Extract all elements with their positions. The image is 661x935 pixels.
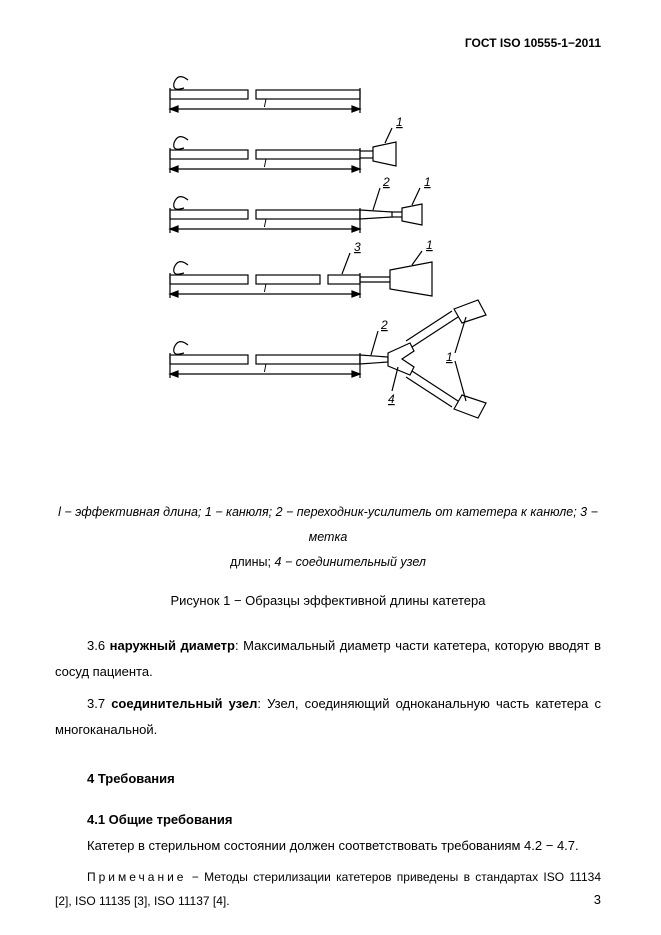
svg-text:l: l: [264, 98, 267, 110]
definition-3-7: 3.7 соединительный узел: Узел, соединяющ…: [55, 691, 601, 743]
section-4-title: 4 Требования: [55, 771, 601, 786]
svg-text:4: 4: [388, 392, 395, 406]
svg-text:l: l: [264, 283, 267, 295]
page-number: 3: [594, 892, 601, 907]
figure-caption: Рисунок 1 − Образцы эффективной длины ка…: [55, 593, 601, 608]
svg-text:l: l: [264, 158, 267, 170]
document-header: ГОСТ ISO 10555-1−2011: [465, 36, 601, 50]
section-4-1-title: 4.1 Общие требования: [55, 812, 601, 827]
svg-text:2: 2: [382, 175, 390, 189]
note: Примечание − Методы стерилизации катетер…: [55, 865, 601, 913]
section-4-1-body: Катетер в стерильном состоянии должен со…: [55, 833, 601, 859]
svg-text:1: 1: [396, 115, 403, 129]
svg-text:1: 1: [426, 238, 433, 252]
figure-legend: l − эффективная длина; 1 − канюля; 2 − п…: [55, 500, 601, 575]
svg-text:1: 1: [446, 350, 453, 364]
svg-text:l: l: [264, 363, 267, 375]
content-area: l − эффективная длина; 1 − канюля; 2 − п…: [55, 500, 601, 913]
figure-1: l 1 l: [140, 70, 540, 420]
definition-3-6: 3.6 наружный диаметр: Максимальный диаме…: [55, 633, 601, 685]
svg-text:l: l: [264, 218, 267, 230]
svg-text:3: 3: [354, 240, 361, 254]
svg-text:2: 2: [380, 318, 388, 332]
svg-text:1: 1: [424, 175, 431, 189]
